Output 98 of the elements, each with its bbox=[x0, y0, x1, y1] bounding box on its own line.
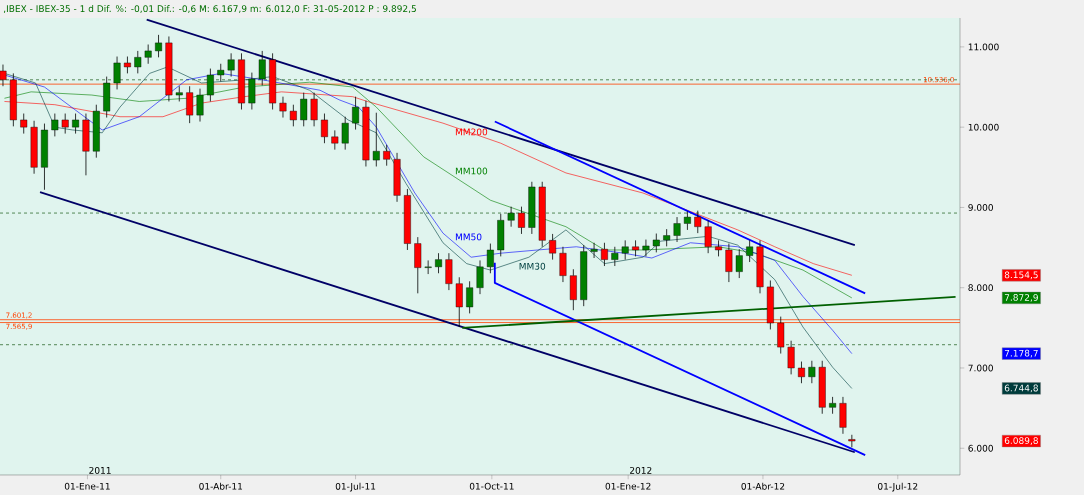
candlestick bbox=[683, 211, 691, 231]
candlestick bbox=[289, 104, 297, 127]
candlestick bbox=[652, 233, 660, 253]
candlestick bbox=[766, 280, 774, 330]
candlestick bbox=[777, 316, 785, 354]
text: 7.872,9 bbox=[1004, 294, 1038, 302]
y-tick-label: 9.000 bbox=[968, 204, 993, 211]
candlestick bbox=[123, 56, 131, 74]
candlestick bbox=[507, 206, 515, 228]
candlestick bbox=[20, 113, 28, 134]
candlestick bbox=[51, 113, 59, 137]
candlestick bbox=[808, 360, 816, 384]
candlestick bbox=[144, 44, 152, 65]
x-tick-label: 01-Oct-11 bbox=[469, 482, 514, 490]
candlestick bbox=[155, 34, 162, 58]
candlestick bbox=[746, 239, 754, 263]
annotation: 2012 bbox=[630, 466, 652, 474]
series-label: MM50 bbox=[455, 233, 482, 241]
candlestick bbox=[600, 242, 608, 267]
x-tick-label: 01-Jul-11 bbox=[335, 482, 376, 492]
candlestick bbox=[41, 123, 48, 191]
candlestick bbox=[414, 236, 422, 294]
candlestick bbox=[818, 360, 826, 415]
candlestick bbox=[580, 244, 588, 307]
series-label: MM200 bbox=[455, 128, 488, 136]
candlestick bbox=[175, 85, 183, 102]
candlestick bbox=[445, 252, 453, 291]
candlestick bbox=[383, 144, 391, 167]
y-tick-label: 7.000 bbox=[968, 364, 993, 372]
text: 7.178,7 bbox=[1004, 349, 1038, 358]
candlestick bbox=[632, 239, 640, 257]
candlestick bbox=[621, 239, 629, 261]
candlestick bbox=[217, 63, 225, 82]
candlestick bbox=[829, 396, 837, 415]
candlestick bbox=[528, 181, 536, 235]
candlestick bbox=[0, 64, 7, 87]
candlestick bbox=[455, 276, 463, 328]
candlestick bbox=[848, 434, 856, 448]
candlestick bbox=[300, 92, 308, 127]
candlestick bbox=[331, 129, 339, 151]
candlestick bbox=[725, 243, 733, 283]
candlestick bbox=[611, 246, 619, 267]
candlestick bbox=[798, 361, 805, 384]
x-tick-label: 01-Abr-12 bbox=[741, 482, 785, 490]
candlestick bbox=[694, 210, 702, 234]
candlestick bbox=[30, 120, 38, 175]
x-tick-label: 01-Abr-11 bbox=[199, 482, 243, 490]
candlestick bbox=[165, 36, 173, 102]
y-tick-label: 11.000 bbox=[968, 43, 999, 51]
annotation: 2011 bbox=[89, 466, 111, 474]
candlestick bbox=[704, 219, 712, 254]
y-tick-label: 10.000 bbox=[968, 123, 999, 131]
candlestick bbox=[134, 50, 142, 74]
candlestick bbox=[279, 96, 287, 118]
text: 8.154,5 bbox=[1004, 271, 1038, 280]
candlestick bbox=[466, 280, 474, 314]
candlestick bbox=[393, 152, 401, 203]
candlestick bbox=[362, 100, 370, 167]
candlestick bbox=[663, 228, 671, 247]
candlestick bbox=[227, 52, 235, 77]
x-tick-label: 01-Jul-12 bbox=[877, 482, 918, 492]
candlestick bbox=[372, 112, 380, 167]
candlestick bbox=[82, 113, 90, 176]
candlestick bbox=[435, 252, 442, 274]
candlestick bbox=[518, 206, 525, 235]
candlestick bbox=[113, 56, 121, 90]
candlestick bbox=[72, 113, 80, 134]
candlestick bbox=[424, 260, 432, 275]
y-tick-label: 8.000 bbox=[968, 284, 993, 292]
candlestick bbox=[321, 113, 328, 144]
candlestick bbox=[559, 246, 567, 283]
candlestick bbox=[61, 113, 69, 134]
candlestick bbox=[787, 340, 795, 375]
candlestick bbox=[590, 242, 598, 259]
candlestick bbox=[839, 396, 847, 435]
y-tick-label: 6.000 bbox=[968, 444, 993, 452]
candlestick bbox=[403, 188, 411, 251]
candlestick bbox=[715, 239, 722, 257]
candlestick bbox=[196, 88, 204, 122]
series-label: MM100 bbox=[455, 167, 488, 175]
text: 6.744,8 bbox=[1004, 384, 1038, 393]
candlestick bbox=[341, 116, 349, 151]
candlestick bbox=[735, 248, 743, 279]
candlestick bbox=[549, 233, 557, 261]
series-label: MM30 bbox=[519, 262, 546, 270]
candlestick bbox=[673, 216, 681, 243]
candlestick bbox=[92, 104, 100, 159]
candlestick bbox=[486, 243, 494, 274]
candlestick bbox=[497, 213, 505, 257]
candlestick bbox=[352, 96, 360, 130]
chart-title: ,IBEX - IBEX-35 - 1 d Dif. %: -0,01 Dif.: -0,6 M: 6.167,9 m: 6.012,0 F: 31-05-2012 P : 9.892,5 bbox=[3, 5, 416, 13]
text: 6.089,8 bbox=[1004, 437, 1038, 445]
candlestick bbox=[642, 239, 650, 257]
x-tick-label: 01-Ene-11 bbox=[64, 482, 110, 490]
candlestick bbox=[538, 181, 546, 248]
candlestick bbox=[476, 260, 484, 295]
x-tick-label: 01-Ene-12 bbox=[605, 482, 651, 490]
candlestick bbox=[569, 268, 577, 311]
